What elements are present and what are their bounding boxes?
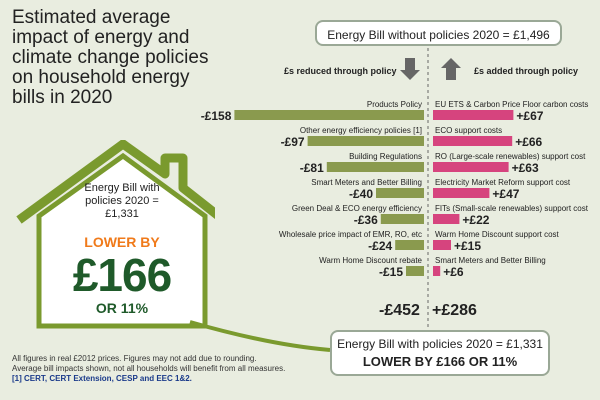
total-added: +£286 [432, 302, 477, 319]
bar-added-label-3: +£63 [512, 161, 539, 175]
bar-reduced-category-5: Green Deal & ECO energy efficiency [292, 204, 422, 213]
bill-with-policies-line: Energy Bill with policies 2020 = £1,331 [337, 337, 543, 351]
chart-title: Estimated average impact of energy and c… [12, 7, 209, 108]
house-percent: OR 11% [95, 300, 149, 316]
total-reduced: -£452 [379, 302, 420, 319]
house-bill-label: Energy Bill with policies 2020 = £1,331 [84, 182, 160, 220]
bar-added-category-4: Electricity Market Reform support cost [435, 178, 571, 187]
bar-added-category-6: Warm Home Discount support cost [435, 230, 560, 239]
reduced-header: £s reduced through policy [284, 66, 397, 76]
footnote-1: All figures in real £2012 prices. Figure… [12, 354, 257, 363]
bar-added-2 [433, 136, 513, 146]
bar-reduced-7 [406, 266, 424, 276]
bar-reduced-category-2: Other energy efficiency policies [1] [300, 126, 422, 135]
bar-reduced-label-7: -£15 [379, 265, 403, 279]
bar-added-category-5: FITs (Small-scale renewables) support co… [435, 204, 589, 213]
bar-reduced-category-1: Products Policy [367, 100, 422, 109]
bar-added-label-7: +£6 [443, 265, 464, 279]
bar-reduced-category-4: Smart Meters and Better Billing [311, 178, 422, 187]
bar-added-5 [433, 214, 460, 224]
bar-reduced-label-5: -£36 [354, 213, 378, 227]
footnote-2: Average bill impacts shown, not all hous… [12, 364, 286, 373]
bar-reduced-1 [234, 110, 424, 120]
bar-added-7 [433, 266, 441, 276]
up-arrow-icon [441, 58, 461, 80]
bar-added-category-1: EU ETS & Carbon Price Floor carbon costs [435, 100, 588, 109]
bar-reduced-label-1: -£158 [201, 109, 232, 123]
bar-added-category-3: RO (Large-scale renewables) support cost [435, 152, 586, 161]
bar-added-label-4: +£47 [492, 187, 519, 201]
bar-reduced-category-3: Building Regulations [349, 152, 422, 161]
bar-added-6 [433, 240, 451, 250]
bar-added-label-1: +£67 [516, 109, 543, 123]
bar-reduced-6 [395, 240, 424, 250]
footnote-3: [1] CERT, CERT Extension, CESP and EEC 1… [12, 374, 192, 383]
bar-reduced-category-6: Wholesale price impact of EMR, RO, etc [279, 230, 422, 239]
bar-added-4 [433, 188, 490, 198]
bar-reduced-4 [376, 188, 424, 198]
bar-reduced-category-7: Warm Home Discount rebate [319, 256, 422, 265]
bar-added-label-6: +£15 [454, 239, 481, 253]
bar-reduced-5 [380, 214, 424, 224]
house-shape [16, 140, 215, 329]
bar-added-category-7: Smart Meters and Better Billing [435, 256, 546, 265]
bar-reduced-label-6: -£24 [368, 239, 392, 253]
added-header: £s added through policy [474, 66, 579, 76]
down-arrow-icon [400, 58, 420, 80]
bar-added-1 [433, 110, 514, 120]
bar-added-3 [433, 162, 509, 172]
bar-reduced-label-2: -£97 [281, 135, 305, 149]
bar-added-label-5: +£22 [462, 213, 489, 227]
bar-reduced-2 [307, 136, 424, 146]
bill-without-policies-box: Energy Bill without policies 2020 = £1,4… [315, 20, 562, 46]
bar-added-label-2: +£66 [515, 135, 542, 149]
footnotes: All figures in real £2012 prices. Figure… [12, 354, 312, 384]
bill-with-policies-box: Energy Bill with policies 2020 = £1,331 … [330, 330, 550, 376]
bar-reduced-label-3: -£81 [300, 161, 324, 175]
house-lower-by: LOWER BY [84, 234, 160, 250]
bar-reduced-label-4: -£40 [349, 187, 373, 201]
lower-by-line: LOWER BY £166 OR 11% [362, 354, 518, 369]
bar-added-category-2: ECO support costs [435, 126, 502, 135]
bar-reduced-3 [326, 162, 424, 172]
house-amount: £166 [72, 249, 172, 301]
